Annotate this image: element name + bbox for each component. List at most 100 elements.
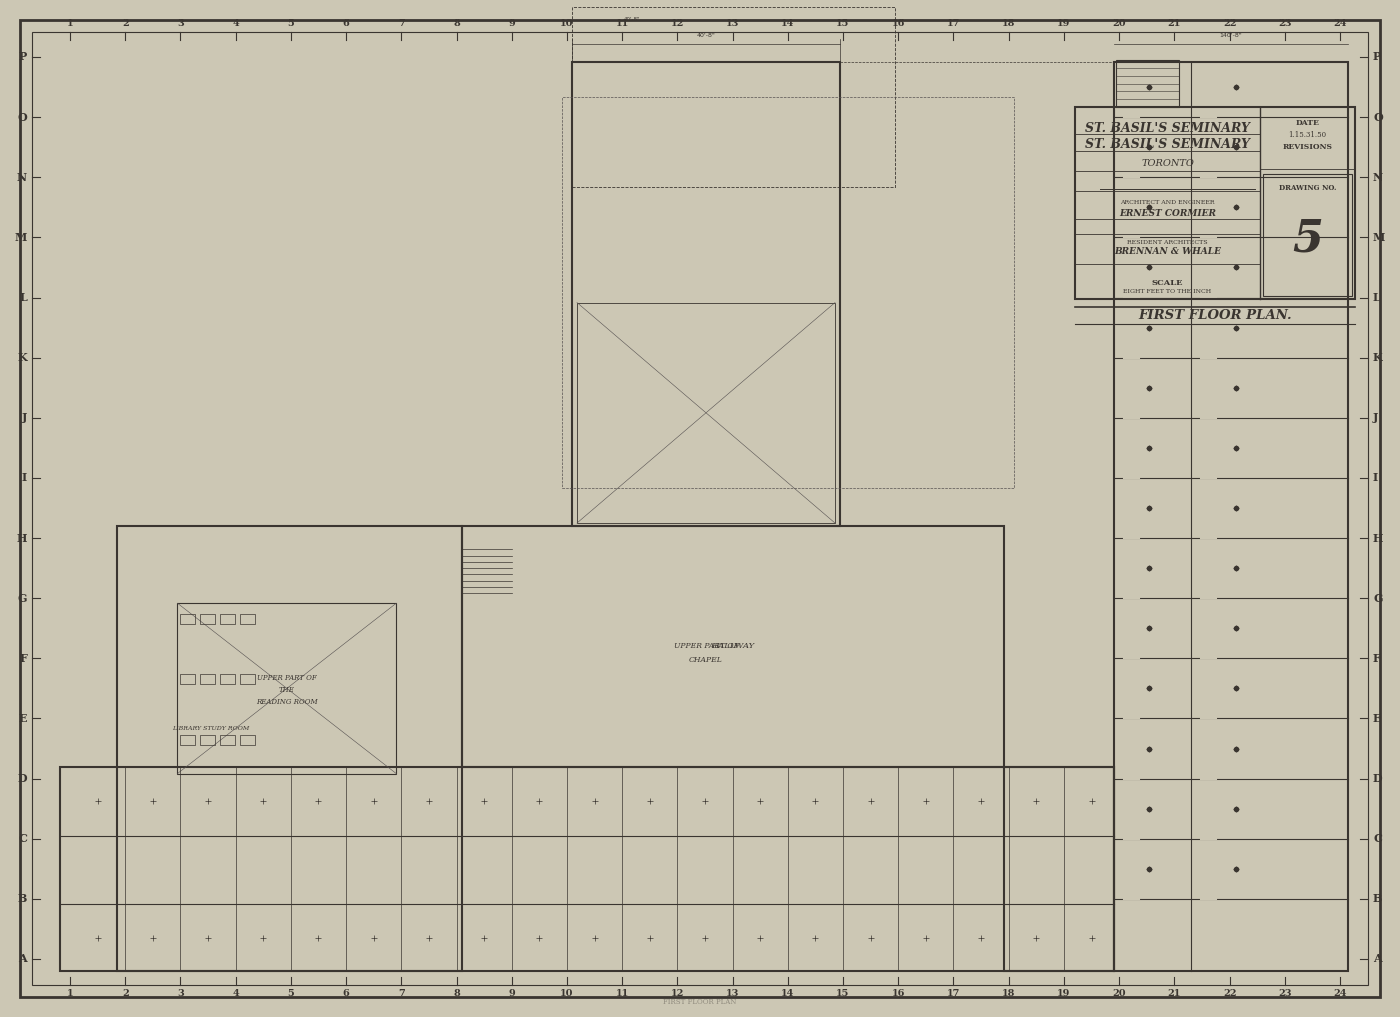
- Text: N: N: [17, 172, 27, 183]
- Bar: [60, 767, 1114, 971]
- Text: RESIDENT ARCHITECTS: RESIDENT ARCHITECTS: [1127, 239, 1208, 244]
- Bar: [573, 62, 840, 526]
- Text: 17: 17: [946, 19, 960, 28]
- Text: J: J: [21, 412, 27, 423]
- Text: DRAWING NO.: DRAWING NO.: [1278, 184, 1336, 192]
- Text: 6: 6: [343, 19, 350, 28]
- Text: F: F: [20, 653, 27, 664]
- Bar: [181, 734, 196, 744]
- Bar: [241, 674, 255, 684]
- Text: 21: 21: [1168, 989, 1182, 998]
- Text: 11: 11: [616, 19, 629, 28]
- Text: K: K: [1373, 352, 1383, 363]
- Text: H: H: [17, 533, 27, 543]
- Text: 10: 10: [560, 989, 574, 998]
- Text: HALLWAY: HALLWAY: [711, 643, 755, 650]
- Bar: [573, 7, 895, 187]
- Text: EIGHT FEET TO THE INCH: EIGHT FEET TO THE INCH: [1123, 289, 1211, 294]
- Text: REVISIONS: REVISIONS: [1282, 143, 1333, 151]
- Bar: [220, 734, 235, 744]
- Text: 8: 8: [454, 989, 459, 998]
- Bar: [1116, 60, 1179, 107]
- Text: 6: 6: [343, 989, 350, 998]
- Text: FIRST FLOOR PLAN.: FIRST FLOOR PLAN.: [1138, 309, 1292, 322]
- Bar: [1075, 107, 1355, 299]
- Text: L: L: [1373, 292, 1380, 303]
- Text: UPPER PART OF: UPPER PART OF: [673, 643, 738, 650]
- Text: I: I: [1373, 473, 1378, 483]
- Text: 24: 24: [1333, 19, 1347, 28]
- Text: 5: 5: [1292, 218, 1323, 260]
- Bar: [462, 526, 1004, 767]
- Text: 10: 10: [560, 19, 574, 28]
- Text: 14: 14: [781, 989, 795, 998]
- Text: DATE: DATE: [1295, 119, 1319, 127]
- Text: 7: 7: [398, 989, 405, 998]
- Text: C: C: [1373, 833, 1382, 844]
- Text: 12: 12: [671, 989, 685, 998]
- Bar: [118, 526, 462, 971]
- Bar: [200, 734, 216, 744]
- Text: 1: 1: [67, 19, 73, 28]
- Text: 8: 8: [454, 19, 459, 28]
- Text: 21: 21: [1168, 19, 1182, 28]
- Bar: [181, 674, 196, 684]
- Bar: [241, 614, 255, 624]
- Text: P: P: [1373, 52, 1382, 62]
- Text: O: O: [17, 112, 27, 123]
- Text: 9: 9: [508, 19, 515, 28]
- Text: UPPER PART OF: UPPER PART OF: [258, 674, 316, 682]
- Text: G: G: [1373, 593, 1383, 604]
- Text: ST. BASIL'S SEMINARY: ST. BASIL'S SEMINARY: [1085, 122, 1250, 135]
- Text: 4: 4: [232, 989, 239, 998]
- Bar: [178, 603, 396, 774]
- Bar: [220, 614, 235, 624]
- Bar: [200, 674, 216, 684]
- Text: ARCHITECT AND ENGINEER: ARCHITECT AND ENGINEER: [1120, 200, 1215, 205]
- Bar: [181, 614, 196, 624]
- Text: BRENNAN & WHALE: BRENNAN & WHALE: [1114, 247, 1221, 256]
- Text: READING ROOM: READING ROOM: [256, 699, 318, 707]
- Text: A: A: [1373, 954, 1382, 964]
- Text: N: N: [1373, 172, 1383, 183]
- Text: 16: 16: [892, 989, 904, 998]
- Text: CHAPEL: CHAPEL: [689, 656, 722, 664]
- Text: 20: 20: [1113, 19, 1126, 28]
- Text: C: C: [18, 833, 27, 844]
- Text: 2: 2: [122, 989, 129, 998]
- Text: M: M: [14, 232, 27, 243]
- Bar: [577, 302, 834, 523]
- Text: 40'-8": 40'-8": [697, 33, 715, 38]
- Text: LIBRARY STUDY ROOM: LIBRARY STUDY ROOM: [172, 726, 249, 731]
- Text: ST. BASIL'S SEMINARY: ST. BASIL'S SEMINARY: [1085, 137, 1250, 151]
- Text: 23: 23: [1278, 19, 1292, 28]
- Text: 18: 18: [1002, 19, 1015, 28]
- Bar: [561, 98, 1014, 488]
- Text: 1.15.31.50: 1.15.31.50: [1288, 131, 1327, 139]
- Text: E: E: [18, 713, 27, 724]
- Text: I: I: [22, 473, 27, 483]
- Text: A: A: [18, 954, 27, 964]
- Text: 12: 12: [671, 19, 685, 28]
- Text: 22: 22: [1222, 989, 1236, 998]
- Text: 1: 1: [67, 989, 73, 998]
- Text: O: O: [1373, 112, 1383, 123]
- Text: J: J: [1373, 412, 1379, 423]
- Text: 20: 20: [1113, 989, 1126, 998]
- Text: D: D: [1373, 773, 1383, 784]
- Text: 40'-8": 40'-8": [624, 17, 640, 22]
- Text: 17: 17: [946, 989, 960, 998]
- Text: L: L: [20, 292, 27, 303]
- Text: 19: 19: [1057, 989, 1071, 998]
- Bar: [220, 674, 235, 684]
- Text: 23: 23: [1278, 989, 1292, 998]
- Text: 19: 19: [1057, 19, 1071, 28]
- Bar: [241, 734, 255, 744]
- Text: 2: 2: [122, 19, 129, 28]
- Text: ERNEST CORMIER: ERNEST CORMIER: [1119, 210, 1217, 219]
- Text: M: M: [1373, 232, 1386, 243]
- Text: THE: THE: [279, 686, 295, 695]
- Text: H: H: [1373, 533, 1383, 543]
- Text: FIRST FLOOR PLAN: FIRST FLOOR PLAN: [664, 998, 736, 1006]
- Text: 11: 11: [616, 989, 629, 998]
